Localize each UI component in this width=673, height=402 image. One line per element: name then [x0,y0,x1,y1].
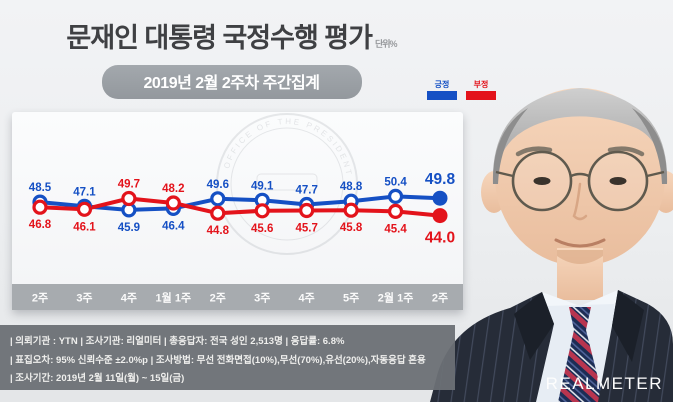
x-tick-label: 3주 [76,292,92,305]
legend-negative-swatch [466,91,496,100]
x-tick-label: 1월 1주 [156,291,192,305]
value-label-긍정: 45.9 [118,222,140,234]
data-point-부정 [32,199,48,215]
value-label-긍정: 50.4 [384,176,407,188]
chart-panel: OFFICE OF THE PRESIDENT 2주 3주 4주 1월 1주 2주 3주 4주… [12,112,463,310]
x-tick-label: 4주 [121,292,137,305]
footnote-line: | 표집오차: 95% 신뢰수준 ±2.0%p | 조사방법: 무선 전화면접(… [10,354,426,366]
value-label-부정: 46.8 [29,219,52,231]
presidential-seal-watermark: OFFICE OF THE PRESIDENT [216,113,358,255]
series-line-긍정 [38,194,442,212]
x-tick-label: 2주 [432,292,448,305]
value-label-부정: 45.4 [384,223,407,235]
value-label-부정: 45.7 [295,223,317,235]
value-label-부정: 46.1 [73,221,96,233]
legend-negative-label: 부정 [473,80,489,89]
value-label-긍정: 47.7 [295,185,317,197]
data-point-긍정 [387,188,404,205]
data-point-부정 [343,202,359,218]
realmeter-logo: REALMETER [545,374,663,393]
x-tick-label: 4주 [299,292,315,305]
data-point-긍정 [210,191,226,207]
data-point-부정 [299,202,315,219]
value-label-부정: 48.2 [162,183,184,195]
suit [430,290,673,402]
subtitle-badge: 2019년 2월 2주차 주간집계 [101,65,362,99]
value-label-긍정: 48.8 [340,181,363,193]
header: 문재인 대통령 국정수행 평가 단위% 2019년 2월 2주차 주간집계 [0,0,463,99]
unit-label: 단위% [375,39,398,49]
survey-footnotes: | 의뢰기관 : YTN | 조사기관: 리얼미터 | 총응답자: 전국 성인 … [0,325,455,390]
legend-item-positive: 긍정 [426,80,458,100]
data-point-current-부정 [432,208,448,224]
data-point-부정 [165,195,181,211]
x-tick-label: 2주 [32,292,48,305]
footnote-line: | 의뢰기관 : YTN | 조사기관: 리얼미터 | 총응답자: 전국 성인 … [10,336,345,347]
chart-legend: 긍정 부정 [426,80,497,100]
svg-text:OFFICE OF THE PRESIDENT: OFFICE OF THE PRESIDENT [222,117,354,178]
value-label-부정: 44.8 [207,225,230,237]
data-point-부정 [387,203,404,220]
legend-positive-swatch [427,91,457,100]
value-label-부정: 44.0 [425,230,455,247]
approval-line-chart: OFFICE OF THE PRESIDENT 2주 3주 4주 1월 1주 2주 3주 4주… [12,113,463,310]
president-portrait-photo [430,88,673,402]
head [481,88,673,300]
value-label-긍정: 46.4 [162,220,185,232]
series-line-부정 [38,196,442,218]
data-point-부정 [76,201,93,217]
value-label-부정: 49.7 [118,179,140,191]
x-axis-band [12,284,463,310]
data-point-부정 [121,190,137,207]
tie [558,307,604,402]
value-label-긍정: 48.5 [29,182,52,194]
legend-item-negative: 부정 [465,80,497,100]
value-label-긍정: 49.8 [425,171,456,188]
data-point-부정 [210,205,226,221]
value-label-긍정: 49.6 [207,179,229,191]
footnote-line: | 조사기간: 2019년 2월 11일(월) ~ 15일(금) [10,373,185,384]
x-tick-label: 2월 1주 [378,291,414,305]
legend-positive-label: 긍정 [434,80,450,89]
page-title: 문재인 대통령 국정수행 평가 단위% [66,23,398,53]
data-point-부정 [254,203,270,219]
x-tick-label: 5주 [343,292,359,305]
data-point-current-긍정 [432,190,448,206]
value-label-긍정: 49.1 [251,180,274,192]
x-tick-label: 3주 [254,292,270,305]
value-label-부정: 45.6 [251,223,273,235]
x-tick-label: 2주 [210,292,226,305]
value-label-긍정: 47.1 [73,186,96,198]
value-label-부정: 45.8 [340,222,363,234]
